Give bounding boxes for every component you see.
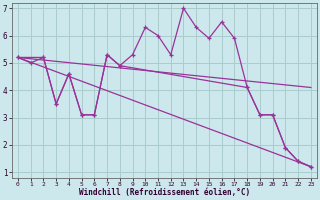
X-axis label: Windchill (Refroidissement éolien,°C): Windchill (Refroidissement éolien,°C): [79, 188, 250, 197]
